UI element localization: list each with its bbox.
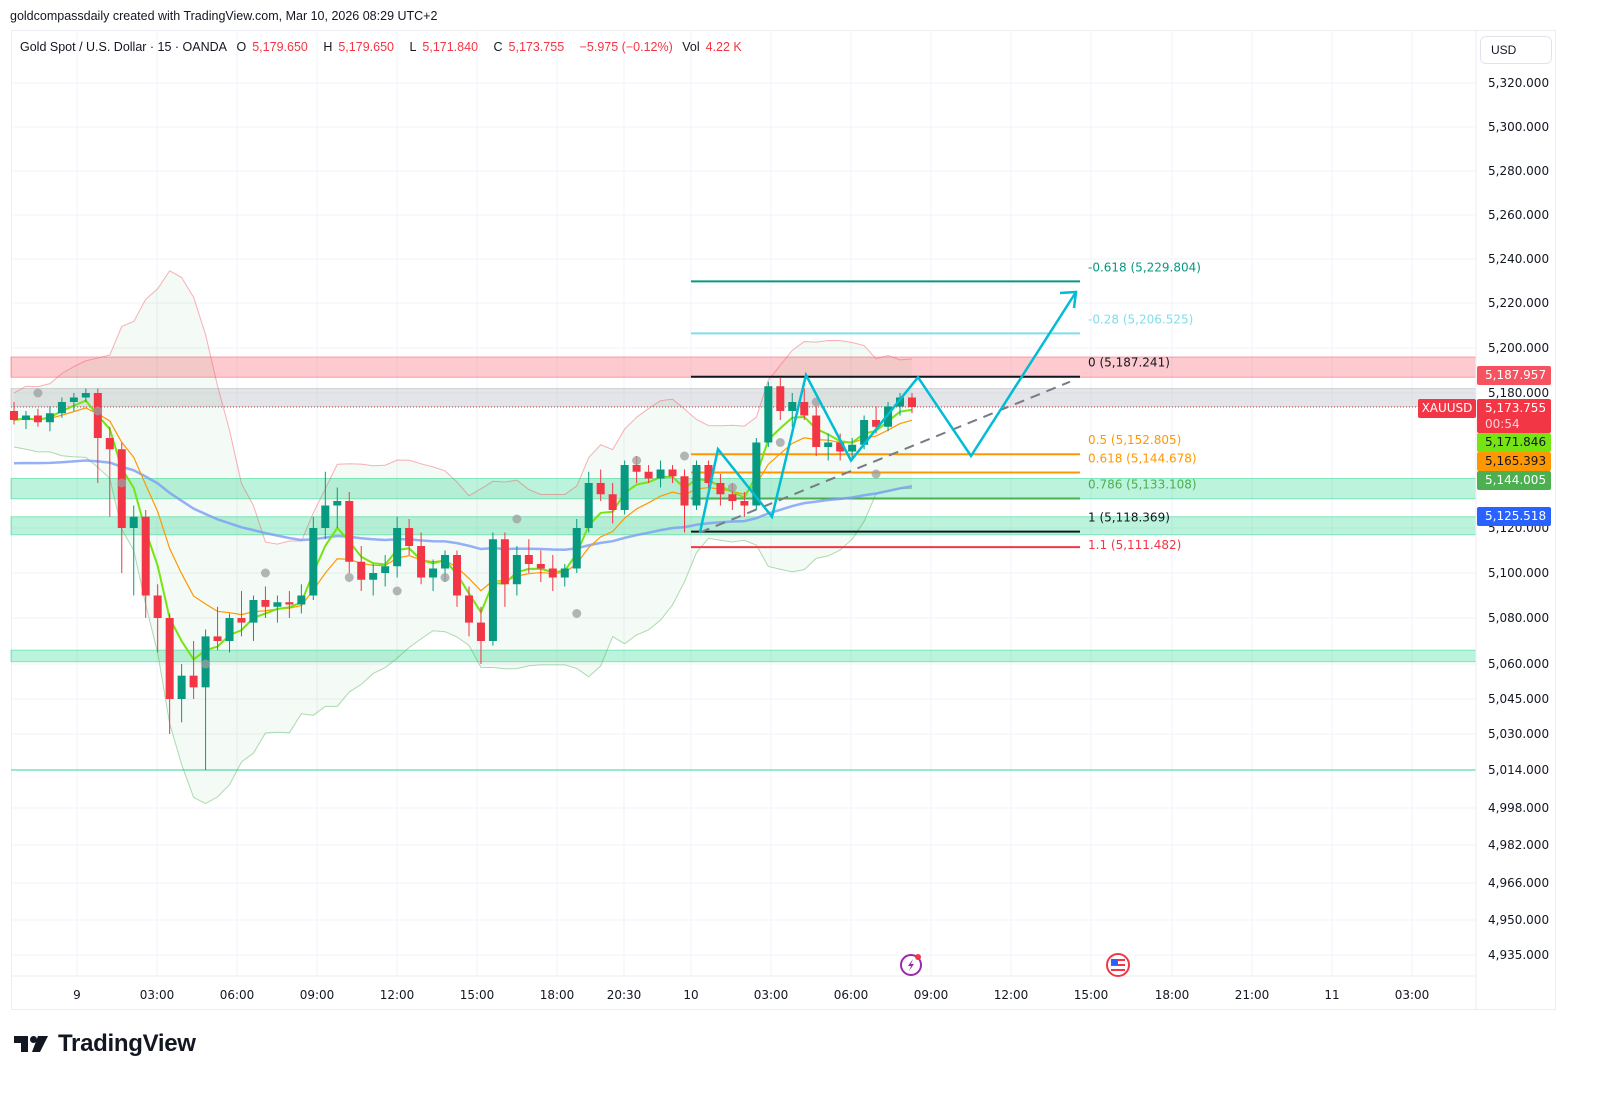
svg-text:0.618 (5,144.678): 0.618 (5,144.678) <box>1088 451 1197 465</box>
svg-text:0.786 (5,133.108): 0.786 (5,133.108) <box>1088 478 1197 492</box>
resistance-price-tag: 5,187.957 <box>1477 366 1551 385</box>
svg-text:4,998.000: 4,998.000 <box>1488 801 1549 815</box>
low-value: 5,171.840 <box>422 40 479 54</box>
svg-text:5,200.000: 5,200.000 <box>1488 341 1549 355</box>
svg-text:9: 9 <box>73 988 81 1002</box>
last-price-tag: 5,173.755 00:54 <box>1477 399 1551 433</box>
close-label: C <box>493 40 503 54</box>
moving-averages <box>13 399 913 661</box>
attribution-text: goldcompassdaily created with TradingVie… <box>10 9 438 23</box>
last-price-value: 5,173.755 <box>1485 401 1547 415</box>
svg-text:1 (5,118.369): 1 (5,118.369) <box>1088 511 1170 525</box>
low-label: L <box>409 40 417 54</box>
svg-text:5,240.000: 5,240.000 <box>1488 252 1549 266</box>
svg-text:4,966.000: 4,966.000 <box>1488 876 1549 890</box>
projection-path[interactable] <box>698 290 1078 534</box>
svg-text:0.5 (5,152.805): 0.5 (5,152.805) <box>1088 433 1181 447</box>
svg-text:-0.618 (5,229.804): -0.618 (5,229.804) <box>1088 260 1201 274</box>
svg-text:06:00: 06:00 <box>834 988 869 1002</box>
svg-text:4,935.000: 4,935.000 <box>1488 948 1549 962</box>
svg-text:5,045.000: 5,045.000 <box>1488 692 1549 706</box>
ema-slow-price-tag: 5,165.393 <box>1477 452 1551 471</box>
svg-text:18:00: 18:00 <box>540 988 575 1002</box>
parabolic-sar-dots <box>33 388 881 669</box>
symbol-tag: XAUUSD <box>1418 399 1476 418</box>
svg-text:09:00: 09:00 <box>300 988 335 1002</box>
open-label: O <box>236 40 247 54</box>
tradingview-logo-icon <box>14 1036 48 1052</box>
svg-text:03:00: 03:00 <box>140 988 175 1002</box>
fibonacci-retracement[interactable]: -0.618 (5,229.804) -0.28 (5,206.525) 0 (5,… <box>691 260 1201 552</box>
lightning-icon[interactable] <box>900 954 922 976</box>
svg-text:4,982.000: 4,982.000 <box>1488 838 1549 852</box>
open-value: 5,179.650 <box>252 40 308 54</box>
tradingview-brand: TradingView <box>58 1030 196 1057</box>
currency-button[interactable]: USD <box>1480 36 1552 64</box>
ema-fast-price-tag: 5,171.846 <box>1477 433 1551 452</box>
svg-text:10: 10 <box>683 988 698 1002</box>
svg-text:-0.28 (5,206.525): -0.28 (5,206.525) <box>1088 312 1193 326</box>
svg-text:03:00: 03:00 <box>754 988 789 1002</box>
svg-text:4,950.000: 4,950.000 <box>1488 913 1549 927</box>
tradingview-logo[interactable]: TradingView <box>14 1030 196 1058</box>
svg-text:5,260.000: 5,260.000 <box>1488 208 1549 222</box>
volume-value: 4.22 K <box>705 40 742 54</box>
svg-text:5,080.000: 5,080.000 <box>1488 611 1549 625</box>
svg-text:20:30: 20:30 <box>607 988 642 1002</box>
svg-text:21:00: 21:00 <box>1235 988 1270 1002</box>
band-price-tag: 5,144.005 <box>1477 471 1551 490</box>
svg-text:09:00: 09:00 <box>914 988 949 1002</box>
axis-labels: 5,320.000 5,300.000 5,280.000 5,260.000 5,24… <box>73 76 1549 1002</box>
symbol-name: Gold Spot / U.S. Dollar · 15 · OANDA <box>20 40 228 54</box>
svg-text:5,280.000: 5,280.000 <box>1488 164 1549 178</box>
change-value: −5.975 (−0.12%) <box>579 40 673 54</box>
svg-text:0 (5,187.241): 0 (5,187.241) <box>1088 356 1170 370</box>
bollinger-bands <box>13 270 913 805</box>
bar-countdown: 00:54 <box>1485 417 1520 431</box>
svg-text:12:00: 12:00 <box>994 988 1029 1002</box>
volume-label: Vol <box>682 40 700 54</box>
svg-text:5,300.000: 5,300.000 <box>1488 120 1549 134</box>
us-flag-icon[interactable] <box>1106 953 1130 977</box>
svg-text:06:00: 06:00 <box>220 988 255 1002</box>
svg-text:15:00: 15:00 <box>460 988 495 1002</box>
svg-text:5,180.000: 5,180.000 <box>1488 386 1549 400</box>
candlesticks <box>10 377 916 770</box>
ma-long-price-tag: 5,125.518 <box>1477 507 1551 526</box>
svg-text:1.1 (5,111.482): 1.1 (5,111.482) <box>1088 538 1181 552</box>
svg-text:5,100.000: 5,100.000 <box>1488 566 1549 580</box>
svg-text:12:00: 12:00 <box>380 988 415 1002</box>
svg-text:5,220.000: 5,220.000 <box>1488 296 1549 310</box>
svg-text:15:00: 15:00 <box>1074 988 1109 1002</box>
svg-text:5,320.000: 5,320.000 <box>1488 76 1549 90</box>
svg-text:5,030.000: 5,030.000 <box>1488 727 1549 741</box>
high-value: 5,179.650 <box>338 40 394 54</box>
high-label: H <box>323 40 333 54</box>
support-resistance-zones <box>10 356 1477 771</box>
svg-text:5,060.000: 5,060.000 <box>1488 657 1549 671</box>
svg-text:03:00: 03:00 <box>1395 988 1430 1002</box>
svg-text:5,014.000: 5,014.000 <box>1488 763 1549 777</box>
symbol-legend[interactable]: Gold Spot / U.S. Dollar · 15 · OANDA O 5,… <box>20 40 754 54</box>
svg-text:18:00: 18:00 <box>1155 988 1190 1002</box>
close-value: 5,173.755 <box>508 40 565 54</box>
svg-text:11: 11 <box>1324 988 1339 1002</box>
